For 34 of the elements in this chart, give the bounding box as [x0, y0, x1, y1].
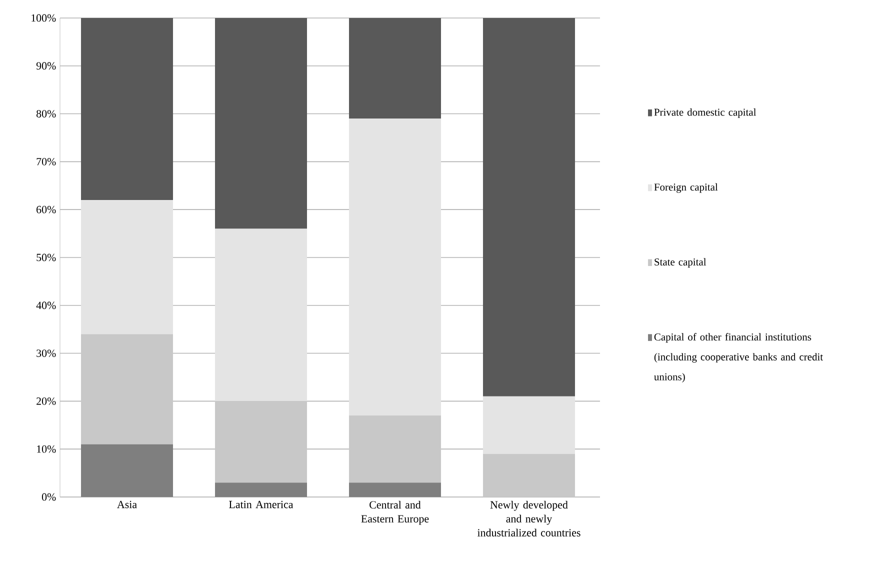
x-tick-label: Central and Eastern Europe	[361, 500, 429, 525]
y-tick-label: 20%	[36, 397, 56, 405]
y-tick-label: 30%	[36, 350, 56, 357]
bar	[81, 18, 174, 200]
y-tick-label: 60%	[36, 206, 56, 214]
y-tick-label: 80%	[36, 110, 56, 118]
y-tick-label: 10%	[37, 445, 56, 453]
y-tick-label: 90%	[36, 62, 56, 70]
y-tick-label: 50%	[36, 254, 56, 262]
bar	[215, 18, 307, 229]
bar	[81, 334, 174, 444]
bar	[482, 454, 575, 497]
x-tick-label: Asia	[117, 500, 137, 508]
y-tick-label: 70%	[36, 158, 56, 166]
legend-label: State capital	[654, 258, 706, 268]
y-tick-label: 40%	[36, 302, 56, 310]
bar	[349, 482, 441, 497]
bar	[482, 18, 575, 396]
bar	[349, 18, 441, 119]
bar	[349, 118, 441, 416]
bar	[81, 200, 174, 334]
legend-label: Private domestic capital	[654, 108, 756, 118]
y-tick-label: 100%	[32, 14, 56, 22]
bar	[215, 482, 307, 497]
y-tick-label: 0%	[42, 493, 56, 501]
x-tick-label: Latin America	[229, 500, 294, 508]
bar	[482, 396, 575, 454]
legend-label: Foreign capital	[654, 183, 718, 193]
bar	[215, 228, 307, 402]
x-tick-label: Newly developed and newly industrialized countries	[477, 500, 580, 536]
bar	[81, 444, 174, 497]
legend-label: Capital of other financial institutions (including cooperative banks and credit unions)	[654, 333, 823, 382]
bar	[349, 416, 441, 483]
bar	[215, 401, 307, 483]
